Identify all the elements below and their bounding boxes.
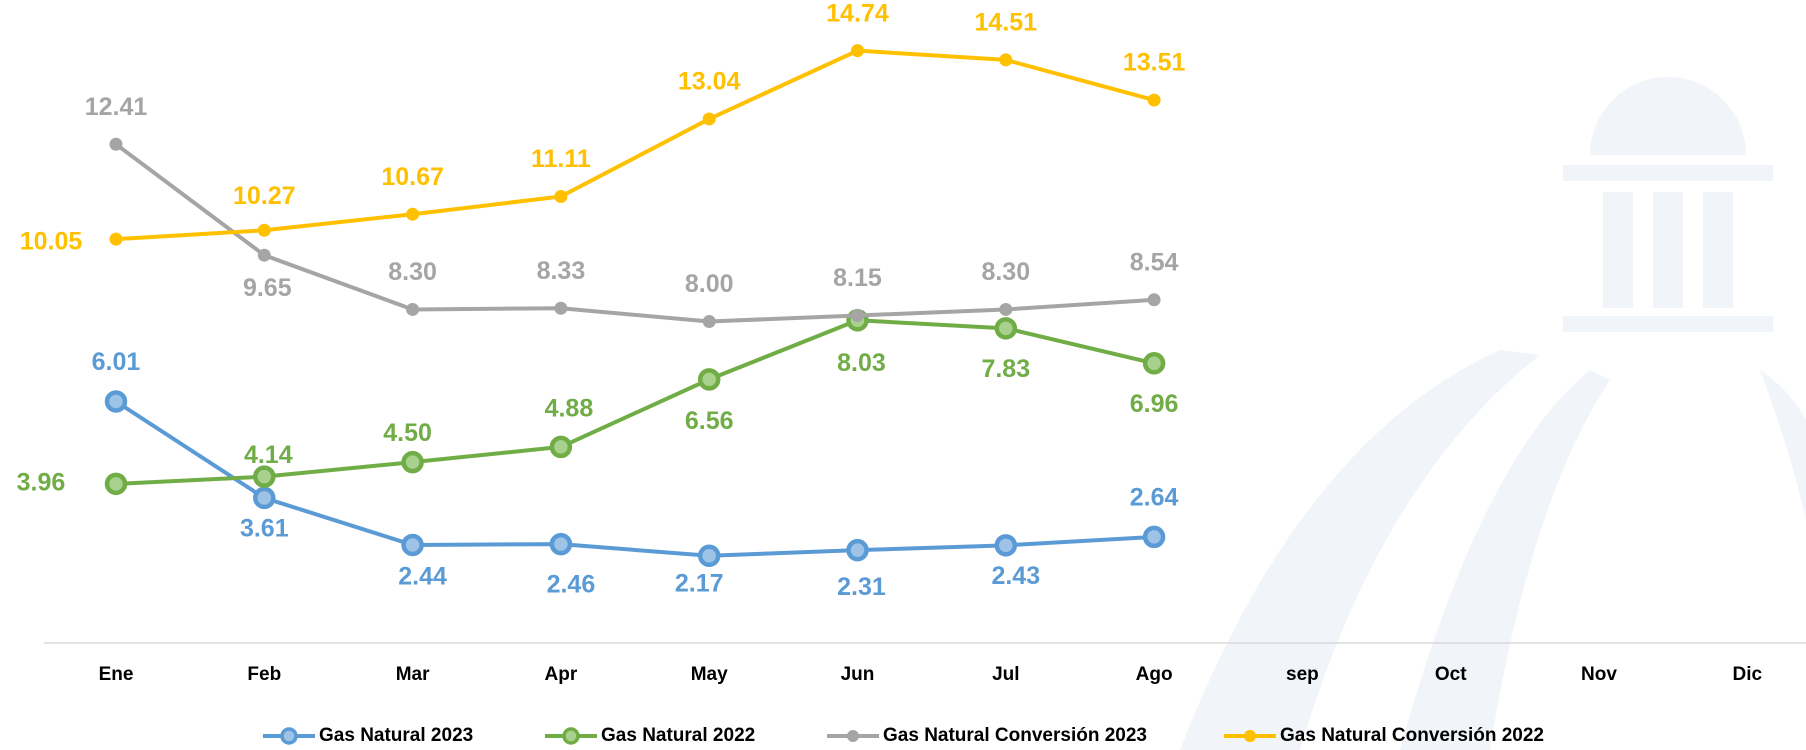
marker bbox=[109, 137, 123, 151]
marker bbox=[999, 53, 1013, 67]
series-line bbox=[114, 142, 1155, 324]
marker bbox=[253, 486, 276, 510]
data-label: 6.96 bbox=[1130, 390, 1179, 418]
x-tick-label: Jul bbox=[992, 664, 1019, 685]
marker bbox=[406, 302, 420, 316]
data-label: 3.96 bbox=[17, 468, 66, 496]
data-label: 8.33 bbox=[537, 257, 586, 285]
legend-marker bbox=[1244, 730, 1256, 742]
data-label: 8.03 bbox=[837, 349, 886, 377]
data-label: 14.51 bbox=[975, 8, 1038, 36]
x-tick-label: Apr bbox=[545, 664, 578, 685]
marker bbox=[999, 302, 1013, 316]
marker bbox=[401, 450, 424, 474]
marker bbox=[697, 544, 721, 568]
marker bbox=[401, 533, 424, 557]
x-tick-label: Nov bbox=[1581, 664, 1617, 685]
data-label: 4.88 bbox=[545, 394, 594, 422]
data-label: 10.27 bbox=[233, 182, 296, 210]
marker bbox=[994, 317, 1018, 340]
data-label: 2.44 bbox=[398, 563, 447, 591]
data-label: 13.04 bbox=[678, 68, 741, 96]
marker bbox=[549, 435, 573, 459]
data-label: 3.61 bbox=[240, 515, 289, 543]
x-tick-label: Feb bbox=[247, 664, 281, 685]
data-label: 8.15 bbox=[833, 264, 882, 292]
watermark bbox=[1180, 77, 1806, 750]
data-label: 8.30 bbox=[388, 258, 437, 286]
marker bbox=[406, 207, 420, 221]
marker bbox=[554, 190, 568, 204]
data-label: 13.51 bbox=[1123, 49, 1186, 77]
data-label: 8.00 bbox=[685, 270, 734, 298]
x-tick-label: May bbox=[691, 664, 728, 685]
series-line bbox=[115, 318, 1155, 486]
marker bbox=[109, 232, 123, 246]
legend-label: Gas Natural 2022 bbox=[601, 725, 755, 746]
x-tick-label: sep bbox=[1286, 664, 1319, 685]
legend-label: Gas Natural 2023 bbox=[319, 725, 473, 746]
marker bbox=[1147, 293, 1161, 307]
data-label: 10.05 bbox=[20, 228, 83, 256]
data-label: 4.14 bbox=[244, 441, 293, 469]
data-label: 10.67 bbox=[381, 163, 444, 191]
legend-marker bbox=[280, 727, 298, 745]
data-label: 8.30 bbox=[981, 258, 1030, 286]
data-label: 9.65 bbox=[243, 274, 292, 302]
data-label: 6.01 bbox=[92, 348, 141, 376]
marker bbox=[257, 223, 271, 237]
data-label: 8.54 bbox=[1130, 248, 1179, 276]
marker bbox=[702, 315, 716, 328]
x-tick-label: Dic bbox=[1733, 664, 1763, 685]
data-label: 12.41 bbox=[85, 93, 148, 121]
marker bbox=[1142, 352, 1166, 375]
data-label: 11.11 bbox=[531, 145, 591, 173]
x-tick-label: Ene bbox=[99, 664, 134, 685]
x-tick-label: Jun bbox=[841, 664, 875, 685]
marker bbox=[994, 534, 1018, 557]
x-tick-label: Oct bbox=[1435, 664, 1467, 685]
marker bbox=[549, 532, 573, 556]
marker bbox=[697, 368, 721, 391]
data-label: 2.46 bbox=[547, 571, 596, 599]
series-line bbox=[114, 399, 1155, 558]
marker bbox=[702, 112, 716, 126]
marker bbox=[1142, 525, 1166, 549]
data-label: 14.74 bbox=[826, 0, 889, 27]
data-label: 2.31 bbox=[837, 573, 886, 601]
legend-label: Gas Natural Conversión 2022 bbox=[1280, 725, 1544, 746]
legend-label: Gas Natural Conversión 2023 bbox=[883, 725, 1147, 746]
data-label: 2.64 bbox=[1130, 484, 1179, 512]
marker bbox=[846, 538, 869, 562]
series-line bbox=[115, 48, 1155, 242]
marker bbox=[1147, 93, 1161, 107]
marker bbox=[554, 301, 568, 315]
x-tick-label: Ago bbox=[1136, 664, 1173, 685]
data-label: 4.50 bbox=[383, 419, 432, 447]
marker bbox=[104, 390, 128, 413]
marker bbox=[253, 465, 276, 488]
data-label: 6.56 bbox=[685, 407, 734, 435]
x-tick-label: Mar bbox=[396, 664, 430, 685]
marker bbox=[851, 308, 864, 322]
marker bbox=[104, 472, 128, 496]
marker bbox=[851, 44, 864, 58]
marker bbox=[257, 248, 271, 262]
data-label: 2.17 bbox=[675, 569, 724, 597]
legend-marker bbox=[847, 730, 859, 742]
data-label: 7.83 bbox=[981, 355, 1030, 383]
legend-marker bbox=[562, 727, 580, 745]
data-label: 2.43 bbox=[991, 562, 1040, 590]
